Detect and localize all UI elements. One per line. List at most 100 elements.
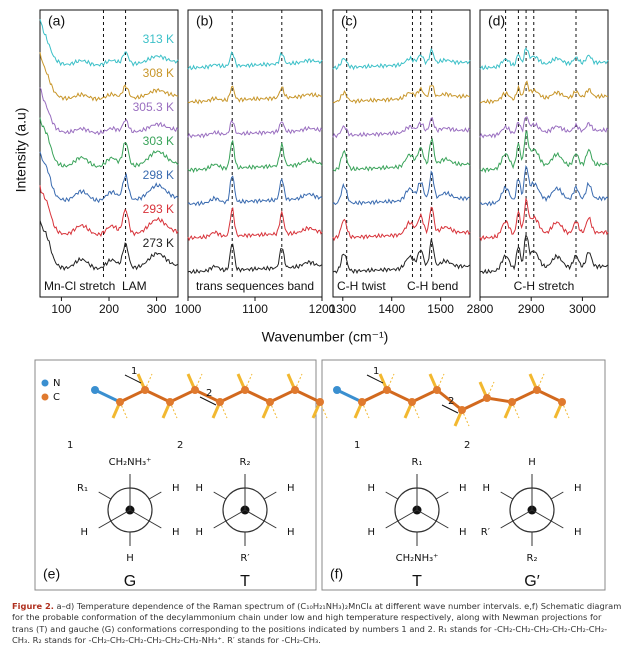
carbon — [458, 406, 466, 414]
carbon — [116, 398, 124, 406]
x-tick-label: 300 — [147, 302, 167, 316]
chain-number: 2 — [206, 388, 212, 399]
h-bond — [386, 373, 395, 391]
spectrum — [332, 85, 470, 105]
substituent: H — [287, 483, 295, 494]
conformation-label: G — [124, 573, 136, 590]
h-bond — [411, 401, 420, 419]
carbon — [558, 398, 566, 406]
spectrum — [332, 206, 471, 242]
spectrum — [39, 185, 179, 237]
h-bond — [511, 401, 520, 419]
y-axis-label: Intensity (a.u) — [13, 108, 29, 193]
x-tick-label: 2900 — [518, 302, 545, 316]
substituent: H — [574, 483, 582, 494]
bond — [500, 491, 514, 500]
carbon — [166, 398, 174, 406]
bond — [129, 509, 162, 529]
bond — [500, 509, 533, 529]
panel-frame — [321, 359, 606, 591]
temperature-label: 305.3 K — [133, 100, 174, 114]
bond — [98, 491, 112, 500]
spectrum — [187, 139, 323, 174]
substituent: H — [367, 527, 375, 538]
carbon — [216, 398, 224, 406]
spectrum — [479, 165, 609, 207]
x-tick-label: 200 — [99, 302, 119, 316]
legend-label: C — [53, 392, 60, 403]
substituent: H — [459, 483, 467, 494]
caption: Figure 2. a–d) Temperature dependence of… — [12, 601, 624, 647]
spectrum — [332, 47, 471, 71]
carbon — [508, 398, 516, 406]
carbon — [358, 398, 366, 406]
spectrum — [479, 46, 609, 71]
carbon — [433, 386, 441, 394]
annotation: C-H stretch — [514, 279, 575, 293]
x-tick-label: 3000 — [569, 302, 596, 316]
bond — [98, 509, 131, 529]
substituent: CH₂NH₃⁺ — [396, 553, 439, 564]
spectrum — [479, 80, 608, 105]
substituent: R′ — [240, 553, 250, 564]
h-bond — [269, 401, 278, 419]
substituent: H — [287, 527, 295, 538]
bond — [550, 491, 564, 500]
substituent: H — [528, 457, 536, 468]
h-bond — [561, 401, 570, 419]
bond — [385, 509, 418, 529]
substituent: H — [80, 527, 88, 538]
temperature-label: 298 K — [143, 168, 174, 182]
bond — [416, 509, 449, 529]
substituent: H — [574, 527, 582, 538]
spectrum — [39, 151, 179, 204]
bond — [213, 491, 227, 500]
x-axis-label: Wavenumber (cm⁻¹) — [262, 329, 389, 345]
spectrum — [39, 220, 179, 272]
annotation: Mn-Cl stretch — [44, 279, 115, 293]
position-number: 2 — [464, 440, 470, 451]
carbon — [408, 398, 416, 406]
spectrum — [187, 85, 323, 105]
spectrum — [39, 117, 179, 168]
arrow — [124, 374, 142, 384]
substituent: H — [459, 527, 467, 538]
spectrum — [187, 175, 323, 207]
substituent: H — [126, 553, 134, 564]
x-tick-label: 100 — [51, 302, 71, 316]
panel-letter: (b) — [196, 13, 213, 29]
h-bond — [436, 373, 445, 391]
spectrum — [187, 207, 323, 242]
temperature-label: 303 K — [143, 134, 174, 148]
carbon — [383, 386, 391, 394]
h-bond — [361, 401, 370, 419]
spectrum — [479, 233, 609, 275]
carbon — [266, 398, 274, 406]
plot-frame — [187, 9, 323, 298]
bond — [244, 509, 277, 529]
chain-number: 2 — [448, 396, 454, 407]
caption-label: Figure 2. — [12, 601, 54, 611]
substituent: H — [195, 483, 203, 494]
x-tick-label: 1400 — [378, 302, 405, 316]
x-tick-label: 1100 — [242, 302, 268, 316]
n-bond — [336, 388, 363, 404]
panel-letter: (e) — [43, 566, 60, 582]
substituent: R₂ — [240, 457, 251, 468]
carbon — [533, 386, 541, 394]
panel-letter: (a) — [48, 13, 65, 29]
n-bond — [94, 388, 121, 404]
substituent: H — [367, 483, 375, 494]
h-bond — [144, 373, 153, 391]
spectrum — [39, 19, 179, 68]
bond — [263, 491, 277, 500]
spectrum — [187, 119, 323, 139]
panel-letter: (f) — [330, 566, 343, 582]
spectrum — [39, 87, 179, 136]
conformation-label: T — [412, 573, 422, 590]
chain-number: 1 — [131, 366, 137, 377]
h-bond — [194, 373, 203, 391]
bond — [213, 509, 246, 529]
spectrum — [332, 170, 471, 206]
